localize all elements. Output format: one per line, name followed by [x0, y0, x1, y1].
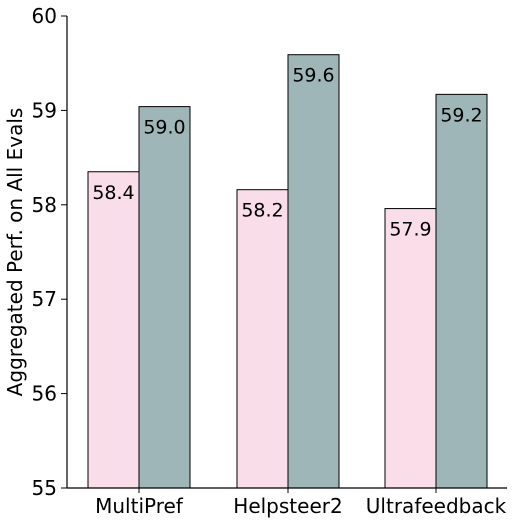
y-tick-label: 58: [32, 193, 57, 217]
bar-ultrafeedback-series-1: [384, 208, 437, 489]
bar-ultrafeedback-series-2: [435, 93, 488, 489]
x-tick-label: Ultrafeedback: [366, 494, 507, 518]
bar-helpsteer2-series-1: [236, 189, 289, 489]
bar-multipref-series-1: [87, 171, 140, 489]
bar-multipref-series-2: [138, 106, 191, 489]
y-tick-label: 60: [32, 4, 57, 28]
y-tick-label: 57: [32, 287, 57, 311]
y-tick-label: 55: [32, 476, 57, 500]
data-label-ultrafeedback-series-1: 57.9: [389, 219, 431, 241]
bars-layer: [87, 54, 488, 489]
y-tick-label: 59: [32, 98, 57, 122]
data-label-helpsteer2-series-1: 58.2: [241, 200, 283, 222]
bar-helpsteer2-series-2: [287, 54, 340, 489]
x-tick-label: MultiPref: [95, 494, 184, 518]
x-tick-label: Helpsteer2: [233, 494, 342, 518]
data-label-multipref-series-1: 58.4: [92, 182, 134, 204]
data-label-helpsteer2-series-2: 59.6: [292, 65, 334, 87]
data-label-multipref-series-2: 59.0: [143, 117, 185, 139]
bar-labels-layer: 58.4 59.0 58.2 59.6 57.9 59.2: [92, 65, 482, 241]
y-axis-title: Aggregated Perf. on All Evals: [3, 108, 27, 397]
y-tick-label: 56: [32, 382, 57, 406]
data-label-ultrafeedback-series-2: 59.2: [440, 104, 482, 126]
axes-layer: MultiPref Helpsteer2 Ultrafeedback 55 56 57 58…: [32, 4, 507, 518]
